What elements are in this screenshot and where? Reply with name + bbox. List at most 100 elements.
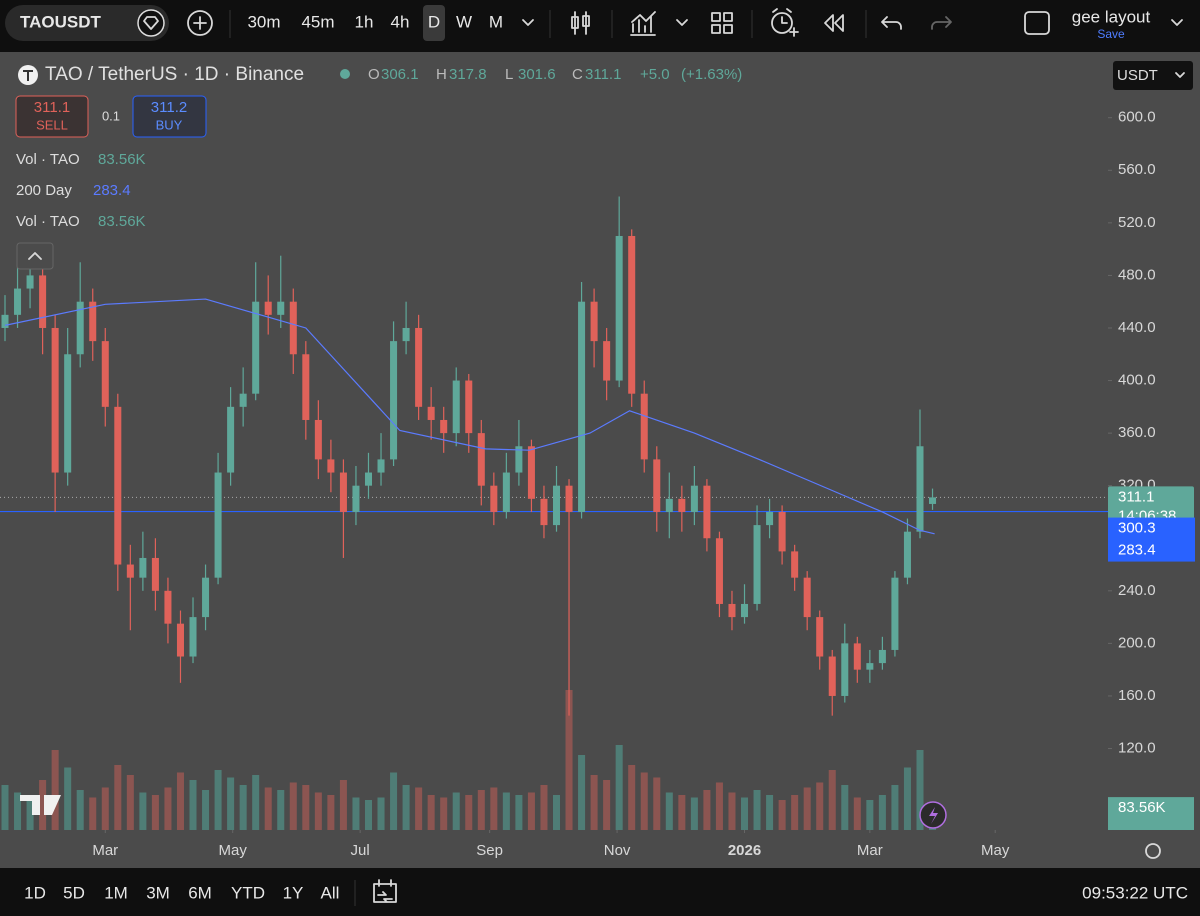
- candle-body: [352, 485, 360, 512]
- clock: 09:53:22 UTC: [1082, 883, 1188, 902]
- candle-body: [590, 301, 598, 342]
- volume-bar: [916, 750, 924, 830]
- range-button[interactable]: 6M: [188, 883, 212, 902]
- interval[interactable]: 30m: [247, 12, 280, 31]
- ohlc-letter: C: [572, 66, 583, 83]
- volume-bar: [314, 792, 322, 830]
- candle-body: [552, 485, 561, 526]
- indicator-name[interactable]: Vol · TAO: [16, 213, 80, 230]
- layout-name[interactable]: gee layout: [1072, 7, 1151, 26]
- currency-select[interactable]: [1113, 61, 1193, 90]
- alert[interactable]: [771, 12, 793, 34]
- range-button[interactable]: 5D: [63, 883, 85, 902]
- volume-bar: [653, 777, 661, 830]
- layouts[interactable]: [711, 12, 733, 34]
- volume-bar: [452, 792, 460, 830]
- indicators-menu[interactable]: [676, 19, 688, 26]
- last-price-badge: [1108, 486, 1194, 526]
- interval[interactable]: D: [428, 12, 440, 31]
- candle-body: [26, 275, 34, 289]
- range-button[interactable]: All: [321, 883, 340, 902]
- layout-save[interactable]: Save: [1097, 27, 1125, 41]
- indicator-name[interactable]: Vol · TAO: [16, 151, 80, 168]
- volume-bar: [26, 795, 34, 830]
- volume-bar: [628, 765, 636, 830]
- change-pct: (+1.63%): [681, 66, 742, 83]
- market-status: [340, 69, 350, 79]
- candle-body: [76, 301, 84, 355]
- y-tick-label: 160.0: [1118, 687, 1156, 704]
- interval[interactable]: 4h: [391, 12, 410, 31]
- volume-bar: [239, 785, 247, 830]
- sell-button[interactable]: [15, 95, 89, 138]
- candle-body: [603, 341, 611, 381]
- layout-menu[interactable]: [1171, 19, 1183, 26]
- candle-body: [327, 459, 335, 473]
- interval-menu[interactable]: [522, 19, 534, 26]
- settings[interactable]: [1145, 843, 1161, 859]
- chart-type[interactable]: [571, 11, 590, 35]
- volume-bar: [728, 792, 736, 830]
- candle-body: [14, 288, 22, 315]
- volume-bar: [352, 797, 360, 830]
- volume-bar: [715, 782, 723, 830]
- interval[interactable]: 1h: [355, 12, 374, 31]
- replay[interactable]: [824, 14, 844, 32]
- candle-body: [841, 643, 849, 696]
- buy-price[interactable]: 311.2: [151, 99, 187, 116]
- range-button[interactable]: 1D: [24, 883, 46, 902]
- candle-body: [903, 531, 911, 578]
- range-button[interactable]: YTD: [231, 883, 265, 902]
- volume-bar: [189, 780, 197, 830]
- volume-bar: [816, 782, 824, 830]
- x-tick-label: Mar: [92, 842, 118, 859]
- sell-label[interactable]: SELL: [36, 117, 68, 132]
- volume-bar: [753, 790, 761, 830]
- y-tick-label: 200.0: [1118, 634, 1156, 651]
- currency[interactable]: USDT: [1117, 67, 1158, 84]
- candle-body: [891, 577, 899, 650]
- date-range[interactable]: [373, 879, 397, 903]
- volume-bar: [415, 787, 423, 830]
- ohlc-letter: L: [505, 66, 513, 83]
- interval[interactable]: W: [456, 12, 472, 31]
- volume-bar: [277, 790, 285, 830]
- candle-body: [502, 472, 510, 512]
- y-tick-label: 120.0: [1118, 739, 1156, 756]
- ma-value: 283.4: [1118, 542, 1156, 559]
- candle-body: [277, 301, 285, 315]
- volume-bar: [603, 780, 611, 830]
- volume-bar: [615, 745, 623, 830]
- indicators[interactable]: [630, 11, 656, 36]
- undo[interactable]: [881, 16, 902, 30]
- indicator-name[interactable]: 200 Day: [16, 182, 72, 199]
- buy-button[interactable]: [132, 95, 207, 138]
- y-tick-label: 480.0: [1118, 266, 1156, 283]
- candle-body: [227, 406, 235, 473]
- range-button[interactable]: 3M: [146, 883, 170, 902]
- diamond-icon[interactable]: [137, 9, 165, 37]
- symbol[interactable]: TAOUSDT: [20, 12, 102, 31]
- diamond-glyph: [143, 16, 159, 30]
- candle-body: [828, 656, 836, 696]
- volume-bar: [502, 792, 510, 830]
- candle-body: [151, 557, 159, 591]
- volume-bar: [14, 792, 22, 830]
- interval[interactable]: 45m: [301, 12, 334, 31]
- sell-price[interactable]: 311.1: [34, 99, 70, 116]
- redo[interactable]: [931, 16, 952, 30]
- candle-body: [703, 485, 711, 539]
- candle-body: [64, 354, 72, 473]
- add-symbol[interactable]: [187, 10, 213, 36]
- symbol-search[interactable]: [5, 5, 169, 41]
- volume-value: 83.56K: [1118, 799, 1166, 816]
- tv-logo[interactable]: [20, 795, 61, 815]
- range-button[interactable]: 1Y: [283, 883, 304, 902]
- collapse-legend[interactable]: [16, 242, 54, 270]
- range-button[interactable]: 1M: [104, 883, 128, 902]
- volume-bar: [527, 792, 535, 830]
- interval[interactable]: M: [489, 12, 503, 31]
- layout-icon[interactable]: [1024, 11, 1050, 35]
- buy-label[interactable]: BUY: [156, 117, 183, 132]
